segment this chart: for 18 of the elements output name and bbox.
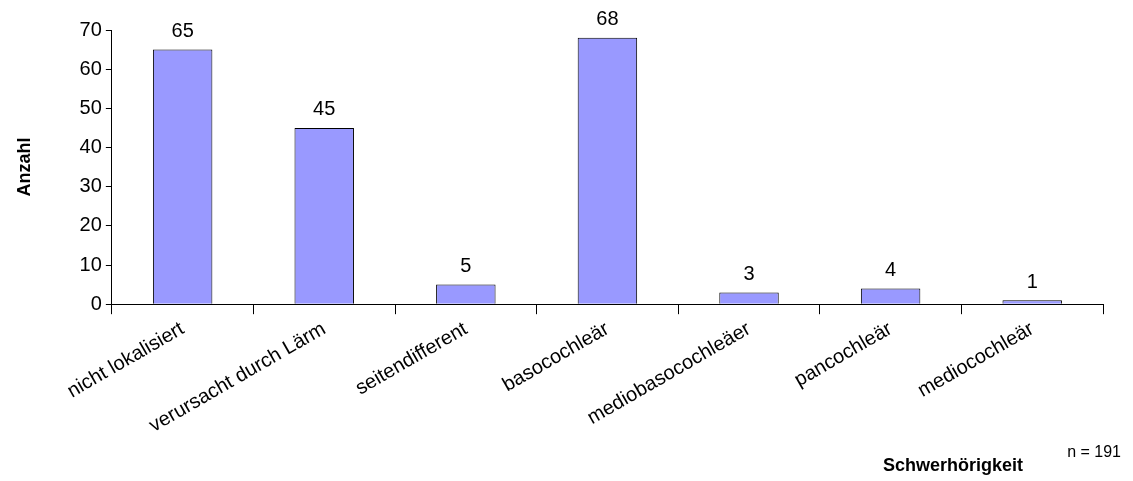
text: n = 191 xyxy=(1067,443,1122,461)
y-tick-label: 50 xyxy=(79,95,102,118)
data-label: 5 xyxy=(460,254,472,277)
data-label: 3 xyxy=(743,261,755,284)
y-tick-label: 70 xyxy=(79,17,102,40)
y-tick-label: 30 xyxy=(79,174,102,197)
y-tick-label: 10 xyxy=(79,252,102,275)
y-tick-label: 60 xyxy=(79,56,102,79)
data-label: 4 xyxy=(885,258,897,281)
data-label: 1 xyxy=(1026,269,1038,292)
data-label: 45 xyxy=(313,97,336,120)
y-tick-label: 40 xyxy=(79,135,102,158)
y-tick-label: 20 xyxy=(79,213,102,236)
data-label: 68 xyxy=(596,7,619,30)
y-axis-title: Anzahl xyxy=(13,137,34,197)
x-axis-title: Schwerhörigkeit xyxy=(882,454,1023,475)
data-label: 65 xyxy=(171,19,194,42)
y-tick-label: 0 xyxy=(90,291,102,314)
